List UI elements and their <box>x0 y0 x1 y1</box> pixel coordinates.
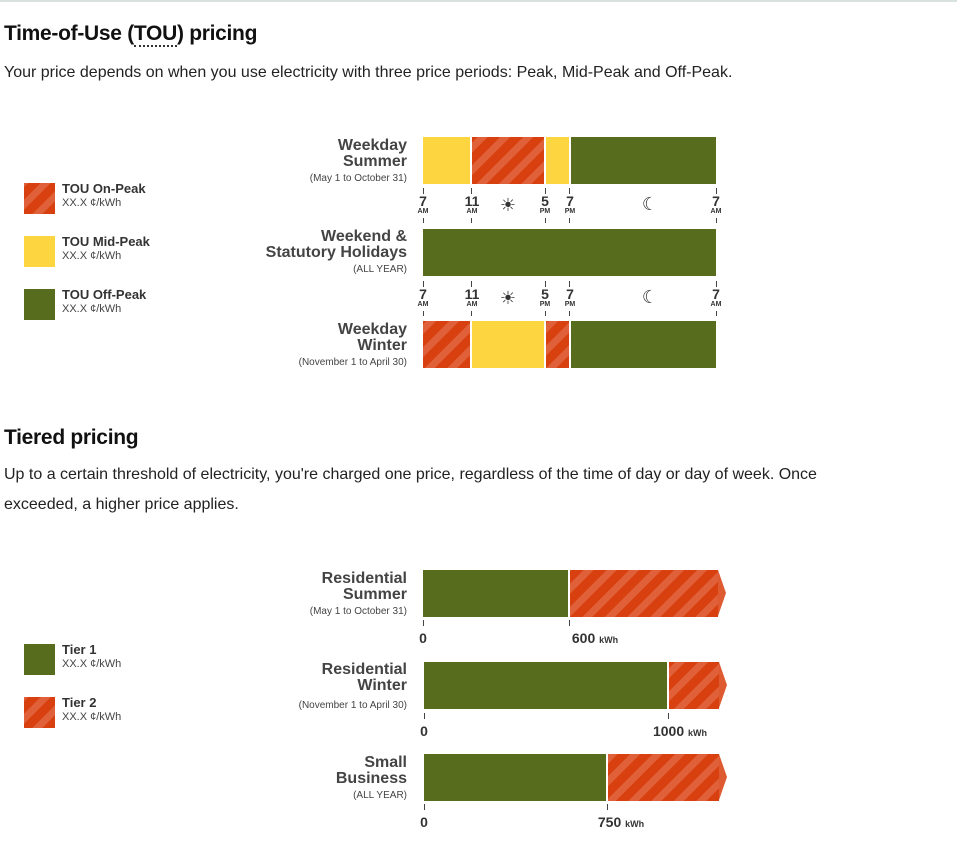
row-label-weekday-winter: Weekday Winter (November 1 to April 30) <box>298 321 407 369</box>
bar-weekday-winter <box>423 321 716 368</box>
legend-off-peak: TOU Off-Peak XX.X ¢/kWh <box>24 287 224 321</box>
arrow-icon <box>718 570 726 616</box>
segment-mid-peak <box>423 137 472 184</box>
arrow-icon <box>719 754 727 800</box>
bar-weekday-summer <box>423 137 716 184</box>
bar-residential-winter <box>424 662 719 709</box>
moon-icon: ☾ <box>641 194 659 214</box>
segment-tier-1 <box>424 662 669 709</box>
row-label-residential-summer: Residential Summer (May 1 to October 31) <box>309 570 407 618</box>
row-label-weekday-summer: Weekday Summer (May 1 to October 31) <box>309 137 407 185</box>
segment-off-peak <box>571 137 716 184</box>
segment-tier-1 <box>424 754 608 801</box>
top-divider <box>0 0 957 2</box>
bar-small-business <box>424 754 719 801</box>
legend-on-peak: TOU On-Peak XX.X ¢/kWh <box>24 181 224 215</box>
bar-weekend-holidays <box>423 229 716 276</box>
kwh-axis-2: 0 1000 kWh <box>420 713 719 753</box>
legend-mid-peak: TOU Mid-Peak XX.X ¢/kWh <box>24 234 224 268</box>
segment-off-peak <box>423 229 716 276</box>
tiered-description: Up to a certain threshold of electricity… <box>4 466 817 513</box>
sun-icon: ☀ <box>499 195 517 215</box>
segment-tier-2 <box>570 570 718 617</box>
kwh-axis-3: 0 750 kWh <box>420 804 719 844</box>
legend-tier-1: Tier 1 XX.X ¢/kWh <box>24 642 224 676</box>
moon-icon: ☾ <box>641 287 659 307</box>
time-axis-1: 7 AM 11 AM ☀ 5 PM 7 PM ☾ 7 AM <box>418 188 721 228</box>
segment-on-peak <box>546 321 571 368</box>
row-label-small-business: Small Business (ALL YEAR) <box>335 754 407 802</box>
sun-icon: ☀ <box>499 288 517 308</box>
row-label-weekend-holidays: Weekend & Statutory Holidays (ALL YEAR) <box>265 228 407 276</box>
on-peak-swatch <box>24 183 55 214</box>
segment-off-peak <box>571 321 716 368</box>
tou-abbreviation[interactable]: TOU <box>133 22 177 47</box>
segment-on-peak <box>423 321 472 368</box>
time-axis-2: 7 AM 11 AM ☀ 5 PM 7 PM ☾ 7 AM <box>418 281 721 321</box>
tou-heading: Time-of-Use (TOU) pricing <box>4 22 258 47</box>
segment-tier-2 <box>608 754 719 801</box>
tiered-heading: Tiered pricing <box>4 426 139 449</box>
kwh-axis-1: 0 600 kWh <box>419 620 718 660</box>
segment-mid-peak <box>546 137 571 184</box>
row-label-residential-winter: Residential Winter (November 1 to April … <box>298 661 407 712</box>
bar-residential-summer <box>423 570 718 617</box>
tier-2-swatch <box>24 697 55 728</box>
legend-tier-2: Tier 2 XX.X ¢/kWh <box>24 695 224 729</box>
arrow-icon <box>719 662 727 708</box>
tier-1-swatch <box>24 644 55 675</box>
segment-tier-1 <box>423 570 570 617</box>
tou-description: Your price depends on when you use elect… <box>4 64 733 81</box>
mid-peak-swatch <box>24 236 55 267</box>
segment-tier-2 <box>669 662 719 709</box>
segment-on-peak <box>472 137 546 184</box>
off-peak-swatch <box>24 289 55 320</box>
segment-mid-peak <box>472 321 546 368</box>
